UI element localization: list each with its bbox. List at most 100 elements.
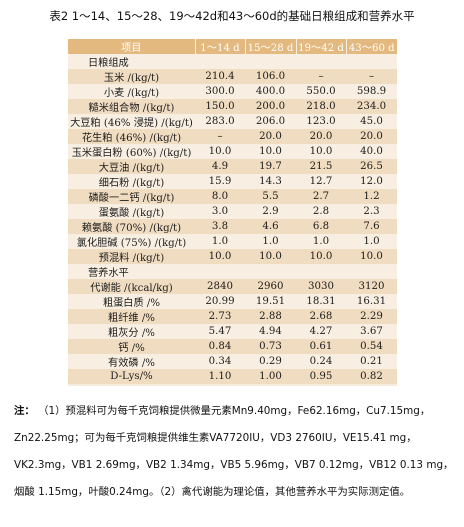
section-label: 营养水平: [68, 264, 195, 279]
row-label: 钙 /%: [68, 339, 195, 354]
table-cell: 0.34: [195, 354, 245, 369]
row-label: 磷酸一二钙 /(kg/t): [68, 189, 195, 204]
table-row: 粗蛋白质 /% 20.99 19.51 18.31 16.31: [68, 294, 397, 309]
data-table: 项目 1～14 d 15～28 d 19～42 d 43～60 d 日粮组成 玉米…: [68, 39, 397, 384]
table-cell: 1.00: [245, 369, 296, 384]
table-cell: 218.0: [296, 99, 346, 114]
table-cell: 200.0: [245, 99, 296, 114]
table-cell: 10.0: [245, 144, 296, 159]
table-cell: 1.0: [245, 234, 296, 249]
table-cell: 21.5: [296, 159, 346, 174]
table-row: 氯化胆碱 (75%) /(kg/t) 1.0 1.0 1.0 1.0: [68, 234, 397, 249]
table-cell: 20.0: [346, 129, 397, 144]
column-header-period-2: 15～28 d: [244, 39, 296, 54]
table-cell: 10.0: [245, 249, 296, 264]
row-label: 蛋氨酸 /(kg/t): [68, 204, 195, 219]
table-cell: 3030: [296, 279, 346, 294]
column-header-period-3: 19～42 d: [295, 39, 346, 54]
table-cell: 10.0: [296, 249, 346, 264]
table-cell: 4.27: [296, 324, 346, 339]
table-cell: 0.29: [245, 354, 296, 369]
table-row: 小麦 /(kg/t) 300.0 400.0 550.0 598.9: [68, 84, 397, 99]
table-cell: [346, 54, 397, 69]
table-header-row: 项目 1～14 d 15～28 d 19～42 d 43～60 d: [68, 39, 397, 54]
table-row: 有效磷 /% 0.34 0.29 0.24 0.21: [68, 354, 397, 369]
table-cell: 8.0: [195, 189, 245, 204]
table-cell: 12.7: [296, 174, 346, 189]
table-cell: 20.99: [195, 294, 245, 309]
row-label: 代谢能 /(kcal/kg): [68, 279, 195, 294]
table-cell: 10.0: [195, 144, 245, 159]
table-row: 大豆粕 (46% 浸提) /(kg/t) 283.0 206.0 123.0 45.0: [68, 114, 397, 129]
table-cell: 3.0: [195, 204, 245, 219]
footnote-prefix: 注：: [14, 405, 35, 417]
row-label: 粗纤维 /%: [68, 309, 195, 324]
table-row: 大豆油 /(kg/t) 4.9 19.7 21.5 26.5: [68, 159, 397, 174]
table-cell: 0.84: [195, 339, 245, 354]
table-cell: 15.9: [195, 174, 245, 189]
table-cell: 5.47: [195, 324, 245, 339]
table-cell: 4.9: [195, 159, 245, 174]
table-cell: [195, 54, 245, 69]
table-cell: [346, 264, 397, 279]
table-cell: 40.0: [346, 144, 397, 159]
table-cell: 6.8: [296, 219, 346, 234]
table-cell: 210.4: [195, 69, 245, 84]
table-cell: 234.0: [346, 99, 397, 114]
table-row: 粗纤维 /% 2.73 2.88 2.68 2.29: [68, 309, 397, 324]
row-label: 细石粉 /(kg/t): [68, 174, 195, 189]
table-body: 日粮组成 玉米 /(kg/t) 210.4 106.0– – 小麦 /(kg/t) 300.…: [68, 54, 397, 384]
table-cell: 2.3: [346, 204, 397, 219]
section-row: 营养水平: [68, 264, 397, 279]
table-cell: 3.8: [195, 219, 245, 234]
table-row: 磷酸一二钙 /(kg/t) 8.0 5.5 2.7 1.2: [68, 189, 397, 204]
footnote-line-3: VK2.3mg，VB1 2.69mg，VB2 1.34mg，VB5 5.96mg…: [14, 459, 454, 471]
row-label: 大豆油 /(kg/t): [68, 159, 195, 174]
table-cell: 45.0: [346, 114, 397, 129]
footnote-text: （1）预混料可为每千克饲粮提供微量元素Mn9.40mg，Fe62.16mg，Cu…: [38, 405, 431, 417]
table-cell: 2.73: [195, 309, 245, 324]
table-cell: 2.9: [245, 204, 296, 219]
table-cell: 598.9: [346, 84, 397, 99]
section-row: 日粮组成: [68, 54, 397, 69]
table-cell: 2.7: [296, 189, 346, 204]
table-cell: 123.0: [296, 114, 346, 129]
table-cell: 300.0: [195, 84, 245, 99]
table-row: 预混料 /(kg/t) 10.0 10.0 10.0 10.0: [68, 249, 397, 264]
table-cell: 5.5: [245, 189, 296, 204]
table-cell: 7.6: [346, 219, 397, 234]
row-label: 粗灰分 /%: [68, 324, 195, 339]
row-label: 小麦 /(kg/t): [68, 84, 195, 99]
table-row: D-Lys/% 1.10 1.00 0.95 0.82: [68, 369, 397, 384]
table-cell: 0.82: [346, 369, 397, 384]
row-label: 糙米组合物 /(kg/t): [68, 99, 195, 114]
footnote-line-4: 烟酸 1.15mg，叶酸0.24mg。（2）禽代谢能为理论值，其他营养水平为实际…: [14, 486, 411, 498]
table-row: 花生粕 (46%) /(kg/t) –20.0 20.0 20.0: [68, 129, 397, 144]
table-row: 糙米组合物 /(kg/t) 150.0 200.0 218.0 234.0: [68, 99, 397, 114]
table-cell: 2.8: [296, 204, 346, 219]
table-cell: 150.0: [195, 99, 245, 114]
table-cell: 206.0: [245, 114, 296, 129]
table-cell: 4.94: [245, 324, 296, 339]
table-cell: 19.51: [245, 294, 296, 309]
table-cell: 283.0: [195, 114, 245, 129]
table-row: 代谢能 /(kcal/kg) 2840 2960 3030 3120: [68, 279, 397, 294]
table-cell: 2840: [195, 279, 245, 294]
table-cell: 1.10: [195, 369, 245, 384]
table-cell: 16.31: [346, 294, 397, 309]
table-cell: 1.0: [195, 234, 245, 249]
table-cell: 12.0: [346, 174, 397, 189]
table-cell: –: [346, 69, 397, 84]
footnote-line-1: 注： （1）预混料可为每千克饲粮提供微量元素Mn9.40mg，Fe62.16mg…: [14, 398, 458, 425]
row-label: 有效磷 /%: [68, 354, 195, 369]
table-cell: 10.0: [346, 249, 397, 264]
table-row: 粗灰分 /% 5.47 4.94 4.27 3.67: [68, 324, 397, 339]
column-header-period-1: 1～14 d: [194, 39, 245, 54]
table-cell: 3.67: [346, 324, 397, 339]
table-cell: 10.0: [195, 249, 245, 264]
row-label: 花生粕 (46%) /(kg/t): [68, 129, 195, 144]
table-cell: 550.0: [296, 84, 346, 99]
table-cell: 0.54: [346, 339, 397, 354]
table-cell: [296, 54, 346, 69]
table-cell: [195, 264, 245, 279]
